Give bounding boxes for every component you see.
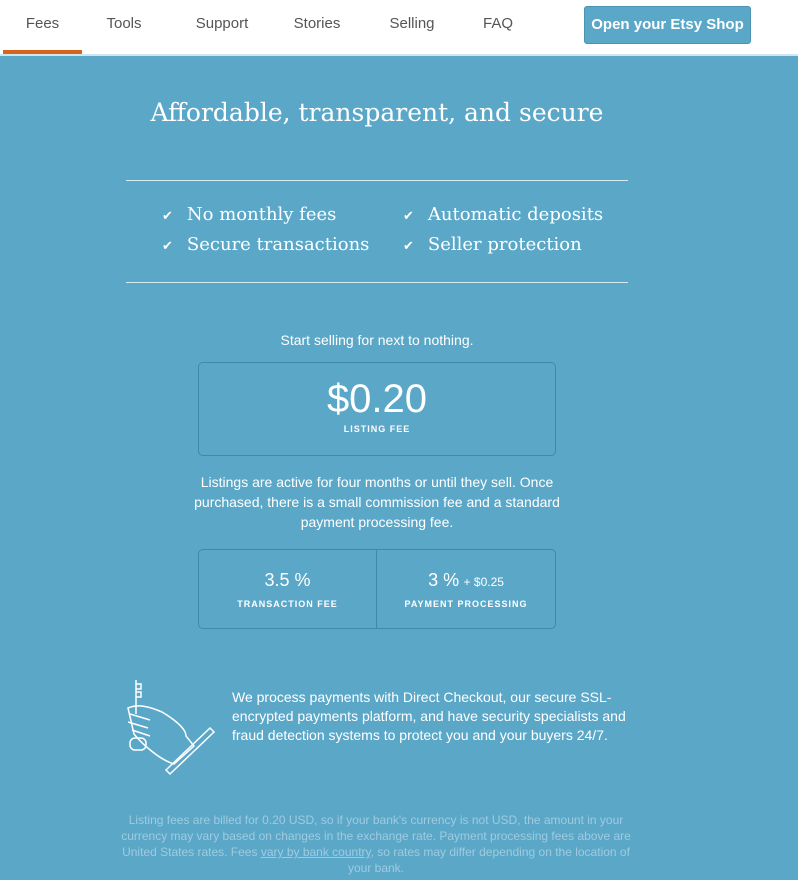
transaction-fee: 3.5 % TRANSACTION FEE [199,550,377,628]
open-shop-button[interactable]: Open your Etsy Shop [584,6,751,44]
feature-item: ✔ Automatic deposits [403,204,604,225]
page-title: Affordable, transparent, and secure [150,98,604,127]
feature-item: ✔ Secure transactions [162,234,370,255]
tab-tools[interactable]: Tools [106,15,142,32]
pricing-description: Listings are active for four months or u… [194,474,560,530]
tab-stories[interactable]: Stories [293,15,341,32]
tab-fees[interactable]: Fees [3,0,82,56]
payment-processing-fee: 3 % + $0.25 PAYMENT PROCESSING [404,570,528,609]
tab-support[interactable]: Support [195,15,249,32]
footnote: Listing fees are billed for 0.20 USD, so… [121,813,631,875]
top-nav: Fees Tools Support Stories Selling FAQ O… [0,0,798,56]
security-text: We process payments with Direct Checkout… [232,689,626,743]
tab-selling[interactable]: Selling [389,15,435,32]
bank-country-link[interactable]: vary by bank country [260,845,371,859]
check-icon: ✔ [162,209,173,224]
check-icon: ✔ [403,239,414,254]
listing-fee-box: $0.20 LISTING FEE [198,362,556,456]
listing-fee-label: LISTING FEE [343,424,411,434]
listing-fee-value: $0.20 [326,377,428,421]
fee-breakdown-box: 3.5 % TRANSACTION FEE 3 % + $0.25 PAYMEN… [198,549,556,629]
hand-key-icon [127,680,216,776]
check-icon: ✔ [403,209,414,224]
check-icon: ✔ [162,239,173,254]
feature-item: ✔ Seller protection [403,234,582,255]
divider [126,180,628,181]
divider [126,282,628,283]
tab-faq[interactable]: FAQ [482,15,513,32]
feature-item: ✔ No monthly fees [162,204,337,225]
pricing-intro: Start selling for next to nothing. [280,332,474,348]
